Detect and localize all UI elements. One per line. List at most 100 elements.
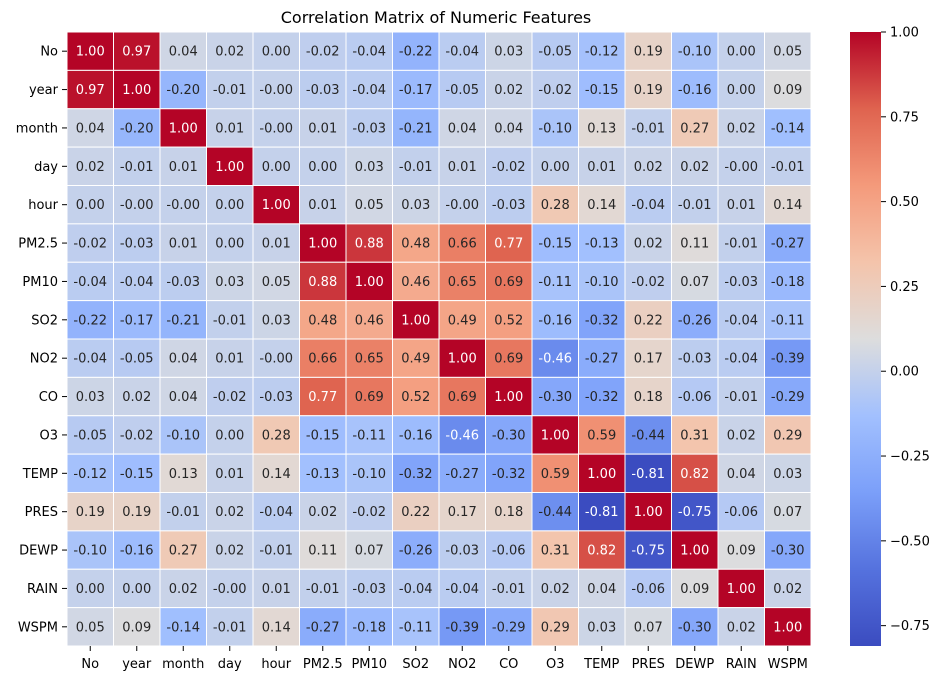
heatmap-cell bbox=[578, 300, 626, 340]
heatmap-cell bbox=[392, 376, 440, 417]
x-tick-label: O3 bbox=[546, 657, 565, 672]
heatmap-cell bbox=[717, 492, 765, 532]
heatmap-cell bbox=[624, 415, 672, 455]
heatmap-cell bbox=[624, 376, 672, 417]
cell-value-label: 0.04 bbox=[169, 352, 198, 367]
cell-value-label: -0.00 bbox=[445, 198, 479, 213]
cell-value-label: -0.04 bbox=[120, 275, 154, 290]
cell-value-label: 0.03 bbox=[262, 313, 291, 328]
cell-value-label: 0.03 bbox=[494, 45, 523, 60]
cell-value-label: 0.02 bbox=[727, 121, 756, 136]
heatmap-cell bbox=[531, 376, 579, 417]
heatmap-cell bbox=[392, 223, 440, 263]
cell-value-label: 0.00 bbox=[122, 582, 151, 597]
cell-value-label: 0.88 bbox=[355, 237, 384, 252]
cell-value-label: 0.14 bbox=[773, 198, 802, 213]
colorbar-tick-label: 0.75 bbox=[890, 110, 919, 125]
cell-value-label: -0.01 bbox=[771, 160, 805, 175]
cell-value-label: 0.48 bbox=[401, 237, 430, 252]
cell-value-label: -0.01 bbox=[724, 390, 758, 405]
cell-value-label: 0.00 bbox=[727, 83, 756, 98]
x-tick-label: No bbox=[81, 657, 99, 672]
cell-value-label: -0.30 bbox=[492, 428, 526, 443]
heatmap-cell bbox=[345, 376, 393, 417]
x-tick-label: TEMP bbox=[583, 657, 619, 672]
cell-value-label: -0.10 bbox=[585, 275, 619, 290]
y-tick-label: RAIN bbox=[27, 582, 58, 597]
heatmap-cell bbox=[299, 338, 347, 378]
cell-value-label: 0.97 bbox=[76, 83, 105, 98]
cell-value-label: 0.65 bbox=[448, 275, 477, 290]
heatmap-cell bbox=[671, 530, 719, 570]
heatmap-cell bbox=[578, 607, 626, 647]
cell-value-label: 0.05 bbox=[773, 45, 802, 60]
heatmap-cell bbox=[764, 453, 812, 493]
heatmap-cell bbox=[531, 223, 579, 263]
cell-value-label: 0.07 bbox=[680, 275, 709, 290]
cell-value-label: -0.05 bbox=[73, 428, 107, 443]
heatmap-cell bbox=[159, 261, 207, 302]
cell-value-label: -0.05 bbox=[538, 45, 572, 60]
cell-value-label: 0.05 bbox=[76, 620, 105, 635]
cell-value-label: 0.27 bbox=[169, 544, 198, 559]
y-tick-label: TEMP bbox=[22, 467, 58, 482]
cell-value-label: 0.09 bbox=[122, 620, 151, 635]
cell-value-label: -0.01 bbox=[631, 121, 665, 136]
colorbar-tick-label: 0.25 bbox=[890, 280, 919, 295]
y-tick-label: PM2.5 bbox=[18, 237, 58, 252]
cell-value-label: 0.02 bbox=[215, 505, 244, 520]
cell-value-label: -0.75 bbox=[678, 505, 712, 520]
cell-value-label: 0.03 bbox=[355, 160, 384, 175]
cell-value-label: -0.03 bbox=[306, 83, 340, 98]
heatmap-cell bbox=[206, 223, 254, 263]
cell-value-label: -0.02 bbox=[306, 45, 340, 60]
heatmap-cell bbox=[299, 376, 347, 417]
cell-value-label: 0.00 bbox=[727, 45, 756, 60]
cell-value-label: 0.01 bbox=[169, 237, 198, 252]
heatmap-cell bbox=[671, 185, 719, 225]
heatmap-cell bbox=[531, 453, 579, 493]
cell-value-label: -0.03 bbox=[678, 352, 712, 367]
cell-value-label: 0.01 bbox=[587, 160, 616, 175]
y-tick-label: NO2 bbox=[30, 352, 58, 367]
cell-value-label: 0.03 bbox=[215, 275, 244, 290]
colorbar-tick-label: −0.25 bbox=[890, 450, 930, 465]
x-tick-label: PRES bbox=[632, 657, 665, 672]
heatmap-cell bbox=[252, 185, 300, 225]
cell-value-label: -0.04 bbox=[73, 275, 107, 290]
cell-value-label: -0.29 bbox=[492, 620, 526, 635]
cell-value-label: 0.02 bbox=[541, 582, 570, 597]
heatmap-cell bbox=[299, 568, 347, 609]
cell-value-label: -0.03 bbox=[166, 275, 200, 290]
cell-value-label: -0.27 bbox=[445, 467, 479, 482]
heatmap-cell bbox=[624, 108, 672, 148]
cell-value-label: -0.04 bbox=[259, 505, 293, 520]
x-tick-label: day bbox=[218, 657, 242, 672]
heatmap-cell bbox=[206, 376, 254, 417]
cell-value-label: 1.00 bbox=[727, 582, 756, 597]
heatmap-cell bbox=[66, 415, 114, 455]
heatmap-cell bbox=[438, 185, 486, 225]
cell-value-label: -0.03 bbox=[445, 544, 479, 559]
heatmap-cell bbox=[531, 69, 579, 110]
cell-value-label: -0.18 bbox=[771, 275, 805, 290]
heatmap-cell bbox=[392, 261, 440, 302]
heatmap-cell bbox=[113, 223, 161, 263]
heatmap-cell bbox=[66, 492, 114, 532]
cell-value-label: -0.02 bbox=[352, 505, 386, 520]
cell-value-label: -0.11 bbox=[538, 275, 572, 290]
cell-value-label: -0.04 bbox=[352, 45, 386, 60]
cell-value-label: 0.19 bbox=[122, 505, 151, 520]
cell-value-label: -0.75 bbox=[631, 544, 665, 559]
colorbar-tick-label: 0.00 bbox=[890, 365, 919, 380]
cell-value-label: 0.17 bbox=[448, 505, 477, 520]
cell-value-label: -0.16 bbox=[120, 544, 154, 559]
cell-value-label: 0.29 bbox=[541, 620, 570, 635]
heatmap-cell bbox=[764, 300, 812, 340]
heatmap-cell bbox=[252, 223, 300, 263]
cell-value-label: -0.02 bbox=[631, 275, 665, 290]
heatmap-cell bbox=[392, 185, 440, 225]
cell-value-label: -0.00 bbox=[724, 160, 758, 175]
heatmap-cell bbox=[252, 146, 300, 186]
y-tick-label: O3 bbox=[39, 428, 58, 443]
